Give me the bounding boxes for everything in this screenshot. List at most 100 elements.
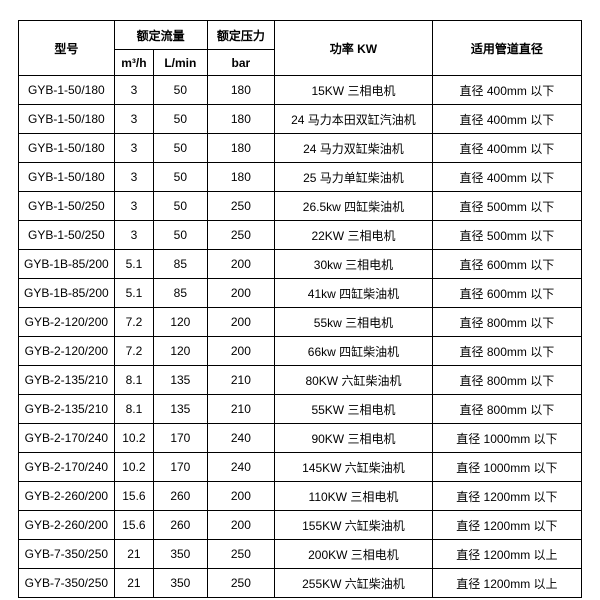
- table-row: GYB-2-170/24010.217024090KW 三相电机直径 1000m…: [19, 424, 582, 453]
- table-row: GYB-1-50/25035025026.5kw 四缸柴油机直径 500mm 以…: [19, 192, 582, 221]
- cell-power: 24 马力双缸柴油机: [275, 134, 433, 163]
- cell-bar: 250: [207, 540, 275, 569]
- cell-lmin: 260: [154, 511, 207, 540]
- cell-pipe: 直径 800mm 以下: [432, 337, 581, 366]
- cell-bar: 180: [207, 76, 275, 105]
- cell-model: GYB-1-50/180: [19, 76, 115, 105]
- header-pipe: 适用管道直径: [432, 21, 581, 76]
- table-row: GYB-7-350/25021350250200KW 三相电机直径 1200mm…: [19, 540, 582, 569]
- cell-m3h: 3: [114, 192, 153, 221]
- header-flow: 额定流量: [114, 21, 207, 50]
- header-pressure: 额定压力: [207, 21, 275, 50]
- cell-model: GYB-2-135/210: [19, 366, 115, 395]
- cell-power: 145KW 六缸柴油机: [275, 453, 433, 482]
- cell-m3h: 21: [114, 569, 153, 598]
- cell-pipe: 直径 1200mm 以上: [432, 540, 581, 569]
- cell-model: GYB-1B-85/200: [19, 279, 115, 308]
- cell-pipe: 直径 800mm 以下: [432, 308, 581, 337]
- cell-pipe: 直径 1200mm 以上: [432, 569, 581, 598]
- cell-power: 15KW 三相电机: [275, 76, 433, 105]
- cell-power: 55kw 三相电机: [275, 308, 433, 337]
- header-flow-lmin: L/min: [154, 50, 207, 76]
- cell-model: GYB-2-260/200: [19, 511, 115, 540]
- cell-m3h: 3: [114, 221, 153, 250]
- cell-lmin: 350: [154, 540, 207, 569]
- cell-model: GYB-2-135/210: [19, 395, 115, 424]
- cell-lmin: 85: [154, 279, 207, 308]
- cell-model: GYB-2-170/240: [19, 424, 115, 453]
- header-power: 功率 KW: [275, 21, 433, 76]
- table-row: GYB-1-50/25035025022KW 三相电机直径 500mm 以下: [19, 221, 582, 250]
- cell-m3h: 8.1: [114, 366, 153, 395]
- cell-lmin: 170: [154, 424, 207, 453]
- cell-power: 90KW 三相电机: [275, 424, 433, 453]
- cell-pipe: 直径 400mm 以下: [432, 134, 581, 163]
- cell-m3h: 3: [114, 105, 153, 134]
- cell-lmin: 50: [154, 163, 207, 192]
- cell-m3h: 5.1: [114, 279, 153, 308]
- table-row: GYB-2-135/2108.113521055KW 三相电机直径 800mm …: [19, 395, 582, 424]
- cell-m3h: 10.2: [114, 424, 153, 453]
- table-row: GYB-1-50/18035018025 马力单缸柴油机直径 400mm 以下: [19, 163, 582, 192]
- table-row: GYB-2-135/2108.113521080KW 六缸柴油机直径 800mm…: [19, 366, 582, 395]
- cell-m3h: 21: [114, 540, 153, 569]
- table-row: GYB-2-120/2007.212020055kw 三相电机直径 800mm …: [19, 308, 582, 337]
- cell-lmin: 350: [154, 569, 207, 598]
- cell-model: GYB-7-350/250: [19, 569, 115, 598]
- cell-model: GYB-1-50/180: [19, 134, 115, 163]
- cell-model: GYB-1B-85/200: [19, 250, 115, 279]
- table-row: GYB-2-260/20015.6260200110KW 三相电机直径 1200…: [19, 482, 582, 511]
- table-row: GYB-1-50/18035018015KW 三相电机直径 400mm 以下: [19, 76, 582, 105]
- header-model: 型号: [19, 21, 115, 76]
- cell-lmin: 50: [154, 105, 207, 134]
- cell-power: 26.5kw 四缸柴油机: [275, 192, 433, 221]
- cell-power: 255KW 六缸柴油机: [275, 569, 433, 598]
- cell-lmin: 135: [154, 366, 207, 395]
- cell-model: GYB-1-50/250: [19, 192, 115, 221]
- cell-power: 55KW 三相电机: [275, 395, 433, 424]
- cell-lmin: 260: [154, 482, 207, 511]
- cell-lmin: 120: [154, 337, 207, 366]
- table-row: GYB-1B-85/2005.18520030kw 三相电机直径 600mm 以…: [19, 250, 582, 279]
- cell-pipe: 直径 500mm 以下: [432, 221, 581, 250]
- table-row: GYB-7-350/25021350250255KW 六缸柴油机直径 1200m…: [19, 569, 582, 598]
- cell-pipe: 直径 600mm 以下: [432, 279, 581, 308]
- cell-pipe: 直径 1000mm 以下: [432, 424, 581, 453]
- cell-pipe: 直径 800mm 以下: [432, 395, 581, 424]
- cell-bar: 210: [207, 366, 275, 395]
- table-row: GYB-1-50/18035018024 马力本田双缸汽油机直径 400mm 以…: [19, 105, 582, 134]
- cell-model: GYB-7-350/250: [19, 540, 115, 569]
- header-pressure-unit: bar: [207, 50, 275, 76]
- cell-power: 66kw 四缸柴油机: [275, 337, 433, 366]
- cell-power: 30kw 三相电机: [275, 250, 433, 279]
- cell-bar: 250: [207, 569, 275, 598]
- cell-m3h: 7.2: [114, 308, 153, 337]
- table-row: GYB-2-260/20015.6260200155KW 六缸柴油机直径 120…: [19, 511, 582, 540]
- cell-lmin: 50: [154, 76, 207, 105]
- cell-lmin: 170: [154, 453, 207, 482]
- cell-power: 110KW 三相电机: [275, 482, 433, 511]
- cell-pipe: 直径 1200mm 以下: [432, 511, 581, 540]
- cell-bar: 240: [207, 424, 275, 453]
- cell-model: GYB-2-120/200: [19, 308, 115, 337]
- cell-m3h: 5.1: [114, 250, 153, 279]
- cell-bar: 240: [207, 453, 275, 482]
- spec-table: 型号 额定流量 额定压力 功率 KW 适用管道直径 m³/h L/min bar…: [18, 20, 582, 598]
- cell-pipe: 直径 600mm 以下: [432, 250, 581, 279]
- cell-bar: 210: [207, 395, 275, 424]
- cell-bar: 200: [207, 308, 275, 337]
- cell-model: GYB-1-50/180: [19, 105, 115, 134]
- table-row: GYB-2-120/2007.212020066kw 四缸柴油机直径 800mm…: [19, 337, 582, 366]
- cell-power: 155KW 六缸柴油机: [275, 511, 433, 540]
- cell-power: 80KW 六缸柴油机: [275, 366, 433, 395]
- cell-lmin: 50: [154, 134, 207, 163]
- cell-m3h: 7.2: [114, 337, 153, 366]
- cell-m3h: 10.2: [114, 453, 153, 482]
- cell-pipe: 直径 500mm 以下: [432, 192, 581, 221]
- cell-bar: 200: [207, 337, 275, 366]
- cell-pipe: 直径 1000mm 以下: [432, 453, 581, 482]
- cell-power: 22KW 三相电机: [275, 221, 433, 250]
- cell-power: 24 马力本田双缸汽油机: [275, 105, 433, 134]
- cell-bar: 200: [207, 279, 275, 308]
- cell-model: GYB-2-260/200: [19, 482, 115, 511]
